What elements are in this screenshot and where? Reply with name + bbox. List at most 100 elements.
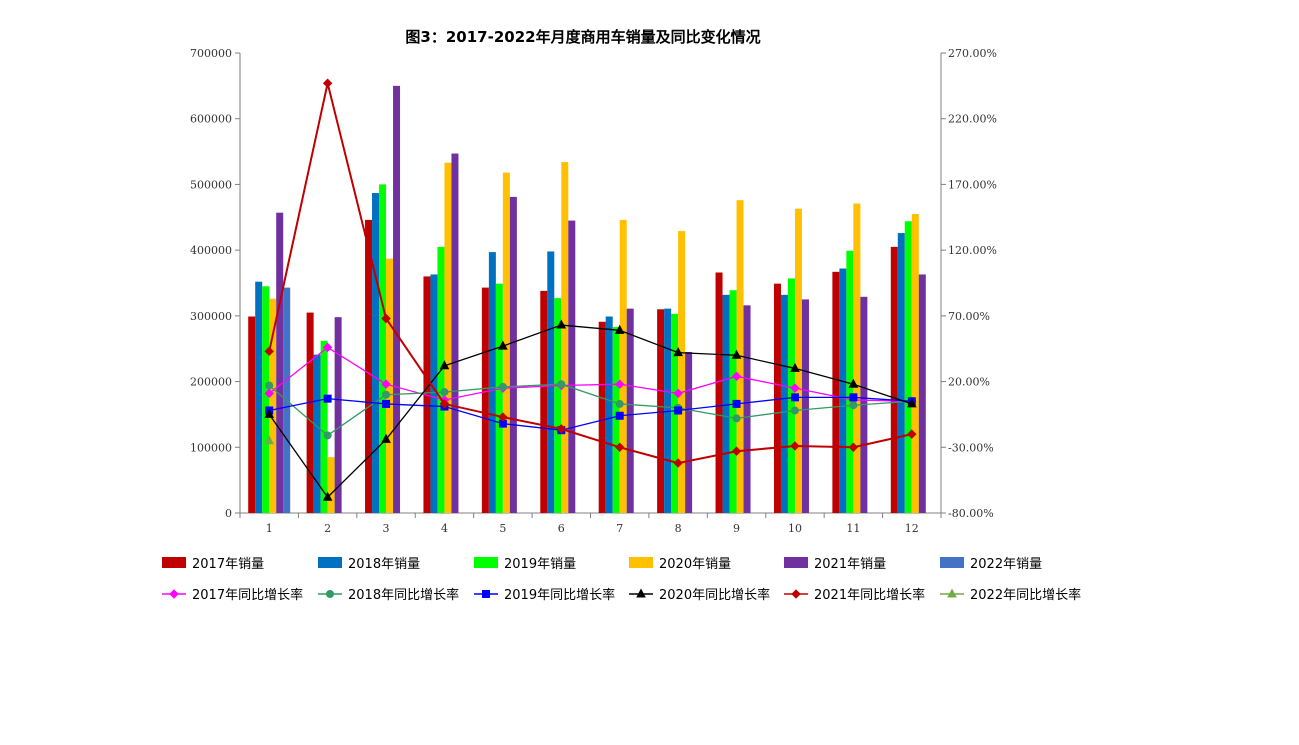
point-2017年同比增长率-2 [322, 342, 333, 353]
left-tick-label: 200000 [190, 376, 232, 389]
point-2021年同比增长率-7 [615, 442, 625, 452]
line-2020年同比增长率 [268, 324, 912, 499]
bar-2017年销量-7 [598, 321, 606, 513]
point-2020年同比增长率-10 [790, 362, 800, 372]
line-2019年同比增长率 [269, 396, 912, 431]
bar-2020年销量-8 [678, 231, 686, 514]
right-tick-label: 70.00% [948, 310, 990, 323]
bar-2018年销量-9 [722, 294, 730, 513]
x-tick-label: 7 [616, 522, 623, 535]
legend-label-2021年同比增长率: 2021年同比增长率 [814, 587, 925, 603]
legend-swatch-2017年销量 [162, 557, 186, 568]
bar-2020年销量-5 [502, 172, 510, 513]
bar-2021年销量-6 [568, 220, 576, 514]
point-2018年同比增长率-6 [557, 380, 566, 389]
left-tick-label: 300000 [190, 310, 232, 323]
bar-2020年销量-1 [269, 298, 277, 513]
legend-marker-2018年同比增长率 [326, 590, 334, 598]
bar-2021年销量-10 [801, 299, 809, 513]
legend-label-2020年同比增长率: 2020年同比增长率 [659, 587, 770, 603]
left-tick-label: 500000 [190, 178, 232, 191]
point-2017年同比增长率-10 [790, 383, 800, 393]
point-2020年同比增长率-5 [498, 340, 508, 350]
x-tick-label: 4 [441, 522, 448, 535]
point-2018年同比增长率-9 [732, 414, 741, 423]
bar-2020年销量-3 [386, 258, 394, 513]
point-2019年同比增长率-9 [732, 399, 741, 408]
legend-swatch-2019年销量 [474, 557, 498, 568]
bar-2020年销量-11 [853, 203, 861, 513]
point-2018年同比增长率-4 [440, 388, 449, 397]
x-tick-label: 11 [846, 522, 860, 535]
point-2017年同比增长率-7 [615, 379, 625, 389]
point-2019年同比增长率-7 [615, 411, 624, 420]
bar-2018年销量-12 [897, 233, 905, 514]
legend-label-2018年同比增长率: 2018年同比增长率 [348, 587, 459, 603]
point-2020年同比增长率-4 [439, 360, 450, 370]
bar-2019年销量-11 [846, 250, 854, 514]
x-tick-label: 5 [499, 522, 506, 535]
right-tick-label: -30.00% [948, 441, 994, 454]
point-2017年同比增长率-3 [381, 379, 391, 389]
bar-2019年销量-1 [262, 286, 270, 513]
point-2020年同比增长率-2 [322, 491, 333, 501]
x-tick-label: 8 [675, 522, 682, 535]
right-tick-label: 270.00% [948, 47, 997, 60]
bar-2018年销量-6 [547, 251, 555, 513]
left-tick-label: 0 [225, 507, 232, 520]
left-tick-label: 600000 [190, 113, 232, 126]
point-2021年同比增长率-6 [556, 424, 566, 434]
bar-2019年销量-7 [612, 327, 620, 513]
bar-2018年销量-1 [255, 281, 263, 513]
bar-2021年销量-5 [509, 196, 517, 513]
bar-2020年销量-4 [444, 162, 452, 513]
bar-2018年销量-4 [430, 274, 438, 513]
bar-2021年销量-3 [393, 85, 401, 513]
bar-2018年销量-11 [839, 268, 847, 513]
point-2020年同比增长率-11 [848, 378, 859, 388]
point-2019年同比增长率-2 [323, 394, 332, 403]
right-tick-label: 120.00% [948, 244, 997, 257]
x-tick-label: 10 [788, 522, 802, 535]
bar-2021年销量-8 [685, 352, 693, 513]
line-2017年同比增长率 [268, 346, 912, 402]
point-2021年同比增长率-12 [907, 429, 917, 439]
bar-2018年销量-5 [488, 252, 496, 513]
point-2017年同比增长率-1 [264, 388, 274, 399]
legend-label-2019年销量: 2019年销量 [504, 557, 576, 572]
bar-2017年销量-3 [365, 219, 373, 513]
point-2020年同比增长率-6 [556, 319, 567, 329]
point-2019年同比增长率-10 [790, 393, 799, 402]
bar-2019年销量-2 [320, 340, 328, 513]
bar-2021年销量-2 [334, 317, 342, 513]
bar-2021年销量-1 [276, 212, 284, 513]
legend-label-2017年同比增长率: 2017年同比增长率 [192, 587, 303, 603]
bar-2019年销量-12 [904, 221, 912, 513]
point-2020年同比增长率-1 [264, 408, 275, 418]
lines [264, 78, 917, 501]
bar-2017年销量-5 [481, 287, 489, 513]
bar-2017年销量-8 [657, 309, 665, 513]
left-tick-label: 400000 [190, 244, 232, 257]
point-2020年同比增长率-12 [906, 398, 917, 408]
point-2021年同比增长率-4 [439, 399, 450, 409]
legend-label-2018年销量: 2018年销量 [348, 557, 420, 572]
legend-label-2022年同比增长率: 2022年同比增长率 [970, 587, 1081, 603]
x-tick-label: 6 [558, 522, 565, 535]
point-2017年同比增长率-8 [673, 388, 683, 399]
legend-swatch-2018年销量 [318, 557, 342, 568]
point-2018年同比增长率-3 [382, 390, 391, 399]
point-2021年同比增长率-10 [790, 441, 800, 451]
right-tick-label: -80.00% [948, 507, 994, 520]
line-2018年同比增长率 [268, 383, 912, 437]
bar-2019年销量-5 [495, 283, 503, 513]
right-tick-label: 20.00% [948, 376, 990, 389]
point-2021年同比增长率-5 [498, 412, 508, 422]
x-tick-label: 12 [905, 522, 919, 535]
legend-label-2019年同比增长率: 2019年同比增长率 [504, 587, 615, 603]
point-2020年同比增长率-8 [673, 347, 683, 357]
right-tick-label: 170.00% [948, 178, 997, 191]
x-tick-label: 1 [266, 522, 273, 535]
legend-label-2022年销量: 2022年销量 [970, 557, 1042, 572]
